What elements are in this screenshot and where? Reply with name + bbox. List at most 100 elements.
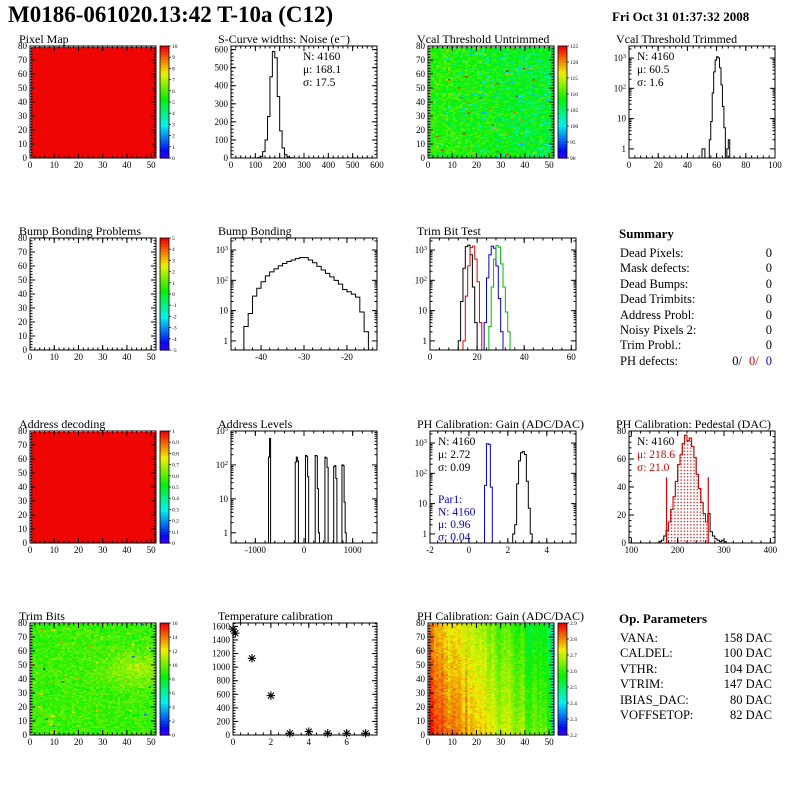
summary-row-value: 0 (765, 276, 772, 291)
op-parameters-row-label: IBIAS_DAC: (620, 692, 689, 707)
x-tick-label: 20 (473, 352, 483, 362)
colorbar-label: 2.5 (570, 685, 577, 691)
temperature-calibration-marker (266, 691, 276, 700)
colorbar-label: 4 (172, 111, 175, 117)
y-tick-label: 600 (215, 45, 229, 55)
panel-ph-calibration-gain-hist: PH Calibration: Gain (ADC/DAC) N: 4160 μ: … (398, 415, 597, 605)
x-tick-label: 20 (74, 352, 84, 362)
y-tick-label: 10 (219, 494, 229, 504)
colorbar-label: 95 (570, 140, 576, 146)
summary-row: Dead Pixels: 0 (620, 246, 772, 261)
y-tick-label: 60 (18, 261, 28, 271)
ph-calibration-pedestal-series-pedestal-red-fill (666, 434, 709, 531)
y-tick-label: 70 (18, 55, 28, 65)
y-tick-label: 103 (415, 438, 427, 448)
bump-bonding-plot: -40 -30 -20 1 10 102 103 (216, 237, 378, 362)
y-tick-label: 0 (226, 730, 231, 740)
x-tick-label: 0 (428, 352, 433, 362)
colorbar-label: 9 (172, 55, 175, 61)
panel-bump-bonding: Bump Bonding -40 -30 -20 1 10 102 103 (199, 222, 398, 412)
trim-bit-test-series-trim-green (430, 245, 576, 351)
colorbar-label: 7 (172, 78, 175, 84)
colorbar-label: 0.9 (172, 440, 179, 446)
x-tick-label: 0 (467, 545, 472, 555)
op-parameters-row-label: VOFFSETOP: (620, 708, 694, 722)
x-tick-label: 4 (307, 737, 312, 747)
address-levels-plot: -1000 0 1000 1 10 102 103 (216, 426, 378, 555)
temperature-calibration-marker (231, 628, 240, 638)
x-tick-label: 50 (147, 737, 157, 747)
x-tick-label: 20 (74, 737, 84, 747)
trim-bit-test-series-trim-red (430, 245, 576, 351)
panel-ph-calibration-gain-map: PH Calibration: Gain (ADC/DAC) 0 10 20 30 40 5… (398, 607, 597, 797)
x-tick-label: 2 (269, 737, 274, 747)
x-tick-label: 0 (28, 737, 33, 747)
op-parameters-row-value: 100 DAC (723, 646, 772, 661)
colorbar-label: 0.2 (172, 519, 179, 525)
op-parameters-row: VANA: 158 DAC (620, 631, 772, 646)
pixel-map-heatmap (30, 46, 156, 158)
summary-row-value: 0 (765, 323, 772, 337)
ph-calibration-gain-hist-stat: μ: 2.72 (438, 449, 471, 461)
y-tick-label: 0 (23, 153, 28, 163)
colorbar-label: -5 (172, 348, 177, 354)
ph-calibration-gain-map-heatmap (428, 623, 554, 735)
op-parameters-row-value: 158 DAC (723, 631, 772, 645)
ph-calibration-gain-hist-stat: σ: 0.04 (438, 532, 471, 544)
x-tick-label: 40 (520, 352, 530, 362)
y-tick-label: 60 (18, 69, 28, 79)
y-tick-label: 400 (215, 81, 229, 91)
address-levels-title: Address Levels (218, 417, 293, 431)
summary-row-value-part: 0/ (749, 353, 759, 368)
y-tick-label: 30 (18, 496, 28, 506)
trim-bit-test-series-trim-blue (430, 245, 576, 351)
panel-vcal-threshold-untrimmed: Vcal Threshold Untrimmed 0 10 20 30 40 50 0 10 20… (398, 30, 597, 220)
colorbar-label: 5 (172, 100, 175, 106)
x-tick-label: -40 (255, 352, 267, 362)
x-tick-label: 10 (50, 737, 60, 747)
x-tick-label: 10 (50, 352, 60, 362)
x-tick-label: 10 (50, 160, 60, 170)
panel-summary: Summary Dead Pixels: 0 Mask defects: 0 Dead B… (597, 222, 796, 412)
summary-row-value: 0 (765, 246, 772, 260)
x-tick-label: 80 (741, 160, 751, 170)
temperature-calibration-marker (285, 729, 295, 738)
y-tick-label: 30 (416, 688, 426, 698)
summary-row-label: Address Probl: (620, 307, 695, 322)
address-decoding-title: Address decoding (19, 417, 106, 431)
vcal-threshold-trimmed-stat: σ: 1.6 (637, 77, 664, 89)
colorbar-label: 6 (172, 691, 175, 697)
summary-row: Address Probl: 0 (620, 308, 772, 323)
y-tick-label: 50 (416, 83, 426, 93)
panel-op-parameters: Op. Parameters VANA: 158 DAC CALDEL: 100 DAC… (597, 607, 796, 797)
panel-address-levels: Address Levels -1000 0 1000 1 10 102 103 (199, 415, 398, 605)
op-parameters-row-label: VTHR: (620, 661, 658, 676)
op-parameters-row-label: CALDEL: (620, 646, 673, 661)
x-tick-label: 6 (344, 737, 349, 747)
vcal-threshold-trimmed-stat: N: 4160 (637, 51, 675, 63)
y-tick-label: 70 (18, 247, 28, 257)
colorbar-label: 1 (172, 145, 175, 151)
op-parameters-row: VTRIM: 147 DAC (620, 677, 772, 692)
y-tick-label: 50 (18, 275, 28, 285)
summary-row: PH defects: 0/0/0 (620, 354, 772, 369)
panel-ph-calibration-pedestal: PH Calibration: Pedestal (DAC) N: 4160 μ: … (597, 415, 796, 605)
op-parameters-row-label: VTRIM: (620, 677, 664, 692)
op-parameters-row: IBIAS_DAC: 80 DAC (620, 693, 772, 708)
x-tick-label: 40 (520, 160, 530, 170)
y-tick-label: 10 (416, 716, 426, 726)
y-tick-label: 60 (18, 454, 28, 464)
x-tick-label: 0 (229, 160, 234, 170)
x-tick-label: 60 (567, 352, 577, 362)
ph-calibration-gain-hist-stat: N: 4160 (438, 436, 476, 448)
colorbar-label: 12 (172, 649, 178, 655)
y-tick-label: 20 (617, 510, 627, 520)
x-tick-label: 20 (654, 160, 664, 170)
pixel-map-title: Pixel Map (19, 32, 69, 46)
x-tick-label: 40 (122, 352, 132, 362)
summary-row: Trim Probl.: 0 (620, 338, 772, 353)
colorbar-label: 16 (172, 621, 178, 627)
summary-row-label: Dead Pixels: (620, 246, 684, 260)
y-tick-label: 200 (215, 117, 229, 127)
